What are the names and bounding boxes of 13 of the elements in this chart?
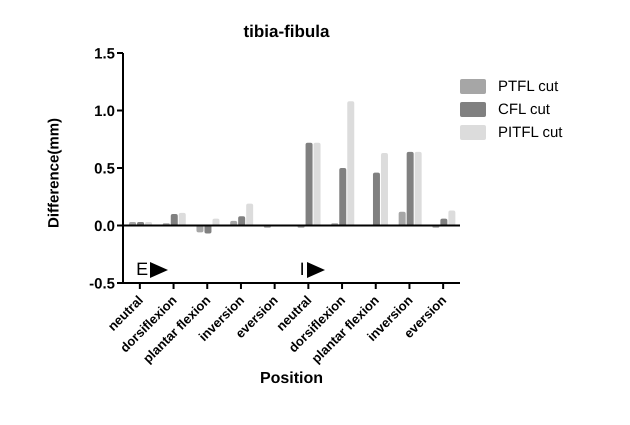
y-tick-label: 1.5 — [94, 45, 115, 62]
y-tick-label: 0.5 — [94, 160, 115, 178]
y-tick-label: 1.0 — [94, 102, 115, 120]
legend-label: PITFL cut — [498, 124, 562, 141]
legend-label: CFL cut — [498, 101, 550, 118]
legend-label: PTFL cut — [498, 78, 558, 95]
y-tick-label: 0.0 — [94, 218, 115, 235]
x-axis-title: Position — [260, 370, 324, 387]
chart-title: tibia-fibula — [242, 22, 330, 42]
y-axis-title: Difference(mm) — [45, 118, 62, 228]
annotation: I — [300, 259, 305, 280]
annotation: E — [136, 259, 148, 280]
y-tick-label: -0.5 — [89, 275, 115, 292]
